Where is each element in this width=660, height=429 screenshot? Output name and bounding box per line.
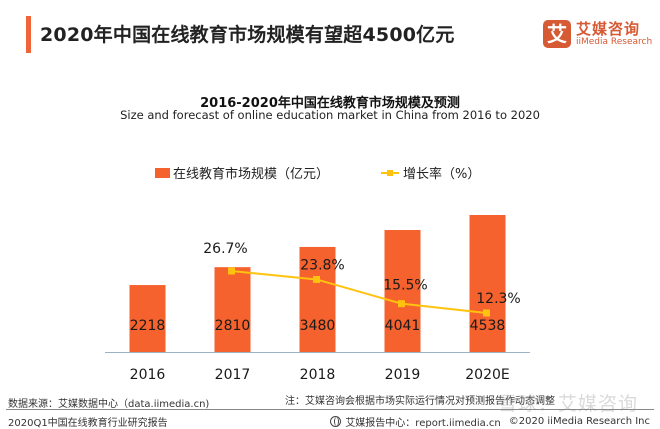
growth-rate-line [231,270,487,314]
bar-value-label: 4538 [470,318,506,334]
legend-item-market-size: 在线教育市场规模（亿元） [155,163,329,182]
logo-text: 艾媒咨询 iiMedia Research [576,21,652,48]
growth-rate-marker-2017 [228,267,235,275]
x-tick-label: 2020E [465,367,509,383]
x-tick-label: 2018 [300,367,336,383]
x-tick-label: 2016 [130,367,166,383]
growth-rate-label: 23.8% [300,257,344,273]
report-site: 艾媒报告中心：report.iimedia.cn [345,418,501,429]
bar-value-label: 3480 [300,318,336,334]
growth-rate-label: 12.3% [476,291,520,307]
logo-mark-icon: 艾 [543,20,571,48]
growth-rate-label: 15.5% [383,278,427,294]
legend-label-market-size: 在线教育市场规模（亿元） [173,167,330,182]
bar-value-label: 2218 [130,318,166,334]
bar-2019 [384,230,421,352]
data-source: 数据来源：艾媒数据中心（data.iimedia.cn) [8,399,210,410]
page-title: 2020年中国在线教育市场规模有望超4500亿元 [40,24,455,46]
legend-line-swatch [381,168,400,178]
growth-rate-marker-2019 [398,300,405,308]
forecast-note: 注：艾媒咨询会根据市场实际运行情况对预测报告作动态调整 [285,396,555,407]
bar-2016 [129,285,166,352]
bar-value-label: 4041 [385,318,421,334]
chart-subtitle: Size and forecast of online education ma… [120,108,540,122]
logo-name-en: iiMedia Research [576,36,653,47]
bar-2017 [214,267,251,352]
brand-logo: 艾 艾媒咨询 iiMedia Research [543,17,652,51]
bar-2020E [469,215,506,352]
legend-bar-swatch [155,167,170,178]
growth-rate-marker-2020E [483,309,490,317]
title-accent-bar [26,16,31,53]
chart-title: 2016-2020年中国在线教育市场规模及预测 [200,96,460,111]
globe-icon [330,416,342,427]
x-tick-label: 2019 [385,367,421,383]
watermark: 雪球：艾媒咨询 [497,393,638,415]
x-tick-label: 2017 [215,367,251,383]
chart-legend: 在线教育市场规模（亿元） 增长率（%） [155,163,480,182]
footer-divider [6,409,654,410]
legend-item-growth-rate: 增长率（%） [381,163,480,182]
logo-name-cn: 艾媒咨询 [576,19,641,38]
legend-label-growth-rate: 增长率（%） [403,167,481,182]
footer-credits: 艾媒报告中心：report.iimedia.cn ©2020 iiMedia R… [330,414,650,429]
growth-rate-label: 26.7% [203,241,247,257]
bar-2018 [299,246,336,352]
growth-rate-marker-2018 [313,275,320,283]
report-name: 2020Q1中国在线教育行业研究报告 [8,418,168,429]
copyright: ©2020 iiMedia Research Inc [508,416,650,427]
bar-value-label: 2810 [215,318,251,334]
